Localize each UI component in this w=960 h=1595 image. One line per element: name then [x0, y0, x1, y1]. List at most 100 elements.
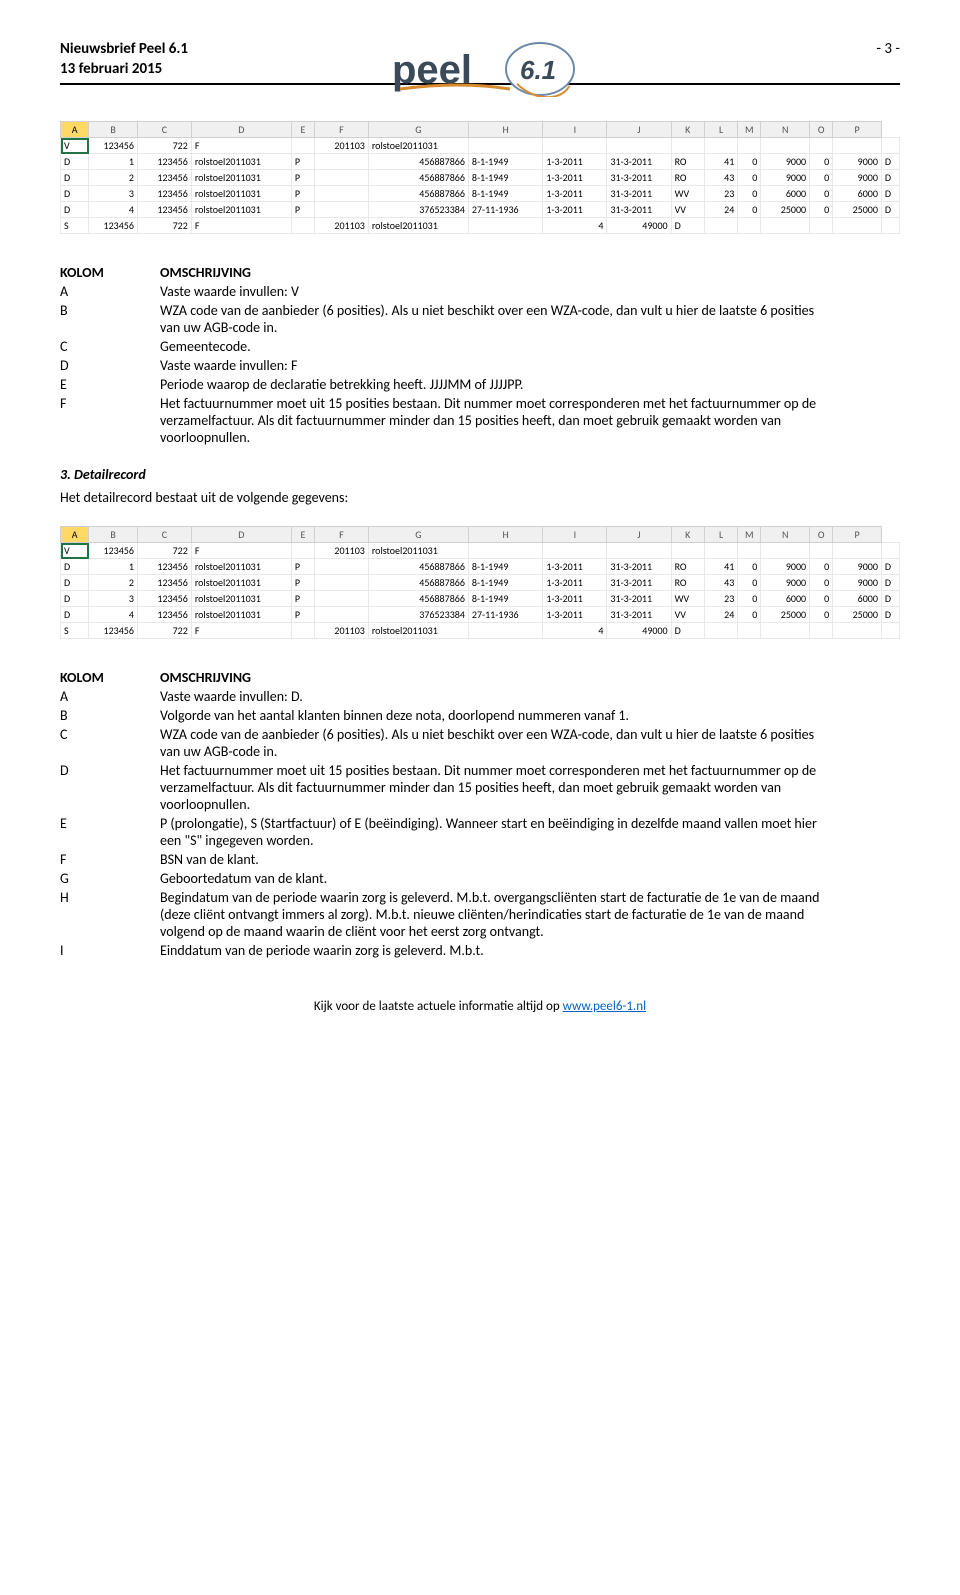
col-header: P: [833, 527, 882, 543]
defs-header-key: KOLOM: [60, 669, 140, 686]
page-footer: Kijk voor de laatste actuele informatie …: [60, 999, 900, 1014]
cell: rolstoel2011031: [191, 186, 291, 202]
cell: 1-3-2011: [543, 575, 607, 591]
cell: [314, 575, 368, 591]
newsletter-title: Nieuwsbrief Peel 6.1: [60, 40, 188, 60]
cell: 456887866: [368, 559, 468, 575]
cell: [468, 623, 542, 639]
cell: 722: [137, 623, 191, 639]
cell: P: [291, 575, 314, 591]
cell: D: [61, 170, 89, 186]
cell: F: [191, 543, 291, 559]
cell: 8-1-1949: [468, 170, 542, 186]
col-header: F: [314, 527, 368, 543]
cell: P: [291, 559, 314, 575]
cell: [761, 138, 810, 154]
col-header: L: [704, 527, 737, 543]
section-intro: Het detailrecord bestaat uit de volgende…: [60, 489, 900, 506]
cell: RO: [671, 154, 704, 170]
cell: 0: [738, 591, 761, 607]
defs-key: A: [60, 688, 140, 705]
footer-link[interactable]: www.peel6-1.nl: [563, 999, 646, 1014]
col-header: E: [291, 527, 314, 543]
cell: 0: [738, 186, 761, 202]
cell: D: [881, 202, 899, 218]
cell: 6000: [833, 186, 882, 202]
cell: rolstoel2011031: [191, 154, 291, 170]
cell: [810, 218, 833, 234]
defs-value: Het factuurnummer moet uit 15 posities b…: [160, 395, 820, 446]
cell: 49000: [607, 218, 671, 234]
cell: S: [61, 218, 89, 234]
defs-value: WZA code van de aanbieder (6 posities). …: [160, 726, 820, 760]
col-header: J: [607, 122, 671, 138]
col-header: D: [191, 527, 291, 543]
col-header: I: [543, 527, 607, 543]
cell: 3: [89, 186, 138, 202]
col-header: N: [761, 122, 810, 138]
cell: 123456: [137, 154, 191, 170]
cell: 4: [543, 218, 607, 234]
col-header: M: [738, 122, 761, 138]
col-header: F: [314, 122, 368, 138]
col-header: P: [833, 122, 882, 138]
cell: D: [61, 607, 89, 623]
col-header: A: [61, 527, 89, 543]
cell: RO: [671, 575, 704, 591]
defs-key: F: [60, 395, 140, 446]
cell: [738, 218, 761, 234]
cell: [833, 138, 882, 154]
cell: rolstoel2011031: [191, 591, 291, 607]
cell: D: [61, 575, 89, 591]
defs-key: B: [60, 302, 140, 336]
cell: 722: [137, 218, 191, 234]
cell: 0: [810, 186, 833, 202]
cell: 24: [704, 607, 737, 623]
cell: P: [291, 186, 314, 202]
cell: 456887866: [368, 154, 468, 170]
defs-key: D: [60, 357, 140, 374]
cell: F: [191, 218, 291, 234]
cell: rolstoel2011031: [191, 575, 291, 591]
cell: [291, 543, 314, 559]
peel-logo: peel 6.1: [380, 41, 580, 97]
cell: rolstoel2011031: [191, 607, 291, 623]
cell: 8-1-1949: [468, 186, 542, 202]
cell: [881, 623, 899, 639]
cell: P: [291, 170, 314, 186]
defs-key: D: [60, 762, 140, 813]
cell: [314, 202, 368, 218]
cell: 456887866: [368, 591, 468, 607]
cell: 456887866: [368, 186, 468, 202]
cell: 201103: [314, 218, 368, 234]
defs-value: BSN van de klant.: [160, 851, 820, 868]
cell: 376523384: [368, 202, 468, 218]
cell: 23: [704, 186, 737, 202]
cell: 0: [810, 559, 833, 575]
cell: 722: [137, 543, 191, 559]
cell: 31-3-2011: [607, 170, 671, 186]
column-definitions-2: KOLOMOMSCHRIJVINGAVaste waarde invullen:…: [60, 669, 820, 959]
cell: 25000: [833, 607, 882, 623]
cell: 27-11-1936: [468, 202, 542, 218]
spreadsheet-2: ABCDEFGHIJKLMNOPV123456722F201103rolstoe…: [60, 526, 900, 639]
cell: 41: [704, 154, 737, 170]
cell: 8-1-1949: [468, 154, 542, 170]
cell: D: [671, 218, 704, 234]
cell: [291, 138, 314, 154]
cell: [738, 623, 761, 639]
cell: [291, 623, 314, 639]
cell: 456887866: [368, 575, 468, 591]
svg-text:6.1: 6.1: [520, 55, 556, 85]
cell: 9000: [833, 559, 882, 575]
cell: 123456: [137, 591, 191, 607]
cell: rolstoel2011031: [368, 218, 468, 234]
cell: 31-3-2011: [607, 607, 671, 623]
defs-header-value: OMSCHRIJVING: [160, 669, 820, 686]
cell: 376523384: [368, 607, 468, 623]
cell: 1: [89, 559, 138, 575]
cell: 456887866: [368, 170, 468, 186]
cell: 31-3-2011: [607, 186, 671, 202]
cell: 9000: [833, 575, 882, 591]
cell: D: [671, 623, 704, 639]
